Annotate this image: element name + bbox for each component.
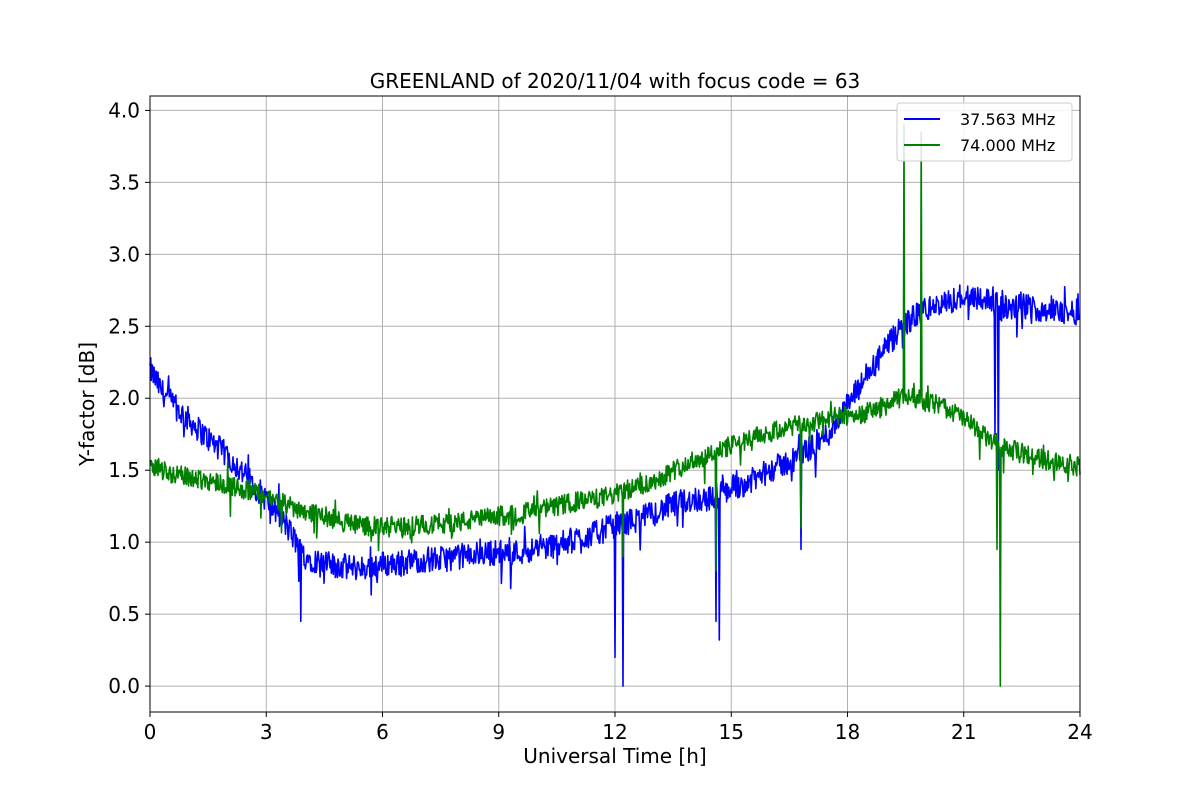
y-tick-label: 3.0 [108, 242, 140, 266]
x-tick-label: 9 [492, 720, 505, 744]
y-tick-label: 4.0 [108, 98, 140, 122]
y-tick-label: 1.0 [108, 530, 140, 554]
chart-title: GREENLAND of 2020/11/04 with focus code … [370, 69, 861, 93]
legend-label-74mhz: 74.000 MHz [960, 136, 1055, 155]
x-tick-label: 6 [376, 720, 389, 744]
x-axis: 0 3 6 9 12 15 18 21 24 [144, 712, 1093, 744]
x-tick-label: 3 [260, 720, 273, 744]
x-tick-label: 21 [951, 720, 976, 744]
x-axis-label: Universal Time [h] [523, 744, 706, 768]
x-tick-label: 18 [835, 720, 860, 744]
legend: 37.563 MHz 74.000 MHz [896, 102, 1073, 162]
legend-box [896, 102, 1073, 162]
y-tick-label: 2.5 [108, 314, 140, 338]
x-tick-label: 12 [602, 720, 627, 744]
y-axis-label: Y-factor [dB] [75, 342, 99, 467]
y-tick-label: 0.5 [108, 602, 140, 626]
legend-label-37mhz: 37.563 MHz [960, 110, 1055, 129]
grid-lines [149, 96, 1081, 712]
series-layer [149, 124, 1081, 687]
y-tick-label: 1.5 [108, 458, 140, 482]
series-line-1 [149, 124, 1081, 687]
x-tick-label: 0 [144, 720, 157, 744]
x-tick-label: 24 [1067, 720, 1092, 744]
y-axis: 0.0 0.5 1.0 1.5 2.0 2.5 3.0 3.5 4.0 [108, 98, 150, 698]
y-tick-label: 3.5 [108, 170, 140, 194]
series-line-0 [149, 284, 1081, 687]
y-tick-label: 0.0 [108, 674, 140, 698]
x-tick-label: 15 [719, 720, 744, 744]
y-tick-label: 2.0 [108, 386, 140, 410]
